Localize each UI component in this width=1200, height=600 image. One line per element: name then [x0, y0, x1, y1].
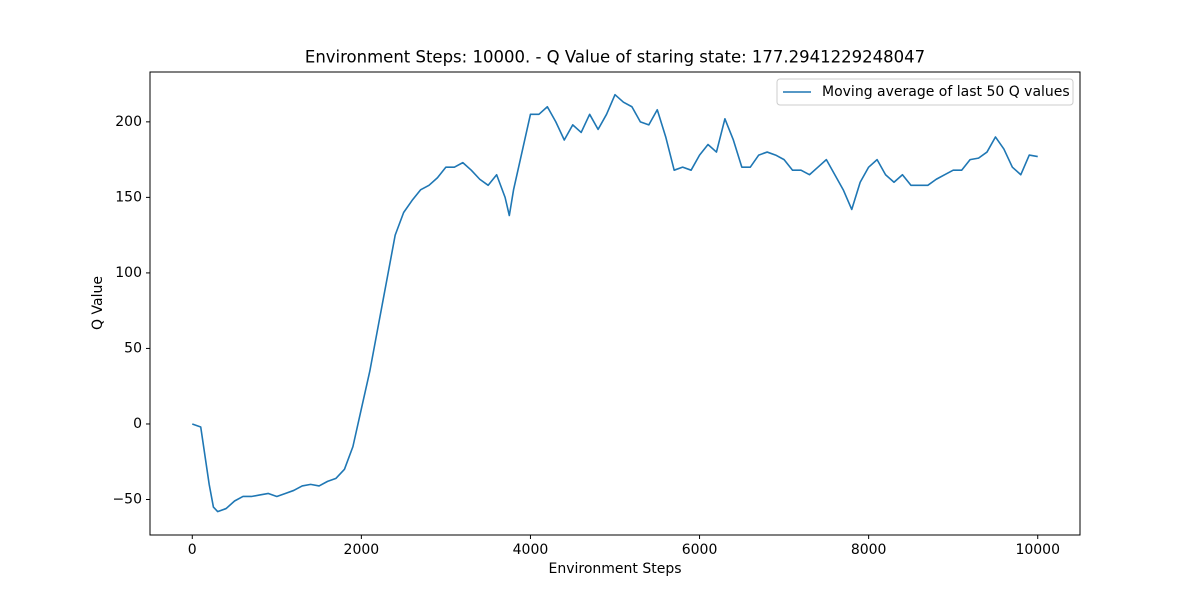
legend-label: Moving average of last 50 Q values	[822, 84, 1070, 100]
x-tick-label: 6000	[682, 542, 718, 558]
axes-frame	[149, 71, 1081, 536]
y-axis-label: Q Value	[90, 276, 106, 330]
x-tick-label: 4000	[513, 542, 549, 558]
line-series	[192, 93, 1038, 513]
y-tick-label: 50	[124, 340, 142, 356]
y-tick-label: 100	[115, 265, 142, 281]
chart-title: Environment Steps: 10000. - Q Value of s…	[305, 48, 925, 67]
x-tick-label: 0	[188, 542, 197, 558]
y-tick-label: −50	[112, 492, 142, 508]
x-tick-label: 2000	[344, 542, 380, 558]
legend-box	[776, 78, 1074, 106]
x-tick-label: 10000	[1015, 542, 1060, 558]
y-tick-label: 200	[115, 114, 142, 130]
y-tick-label: 0	[133, 416, 142, 432]
y-tick-label: 150	[115, 189, 142, 205]
x-tick-label: 8000	[851, 542, 887, 558]
x-axis-label: Environment Steps	[548, 561, 681, 577]
